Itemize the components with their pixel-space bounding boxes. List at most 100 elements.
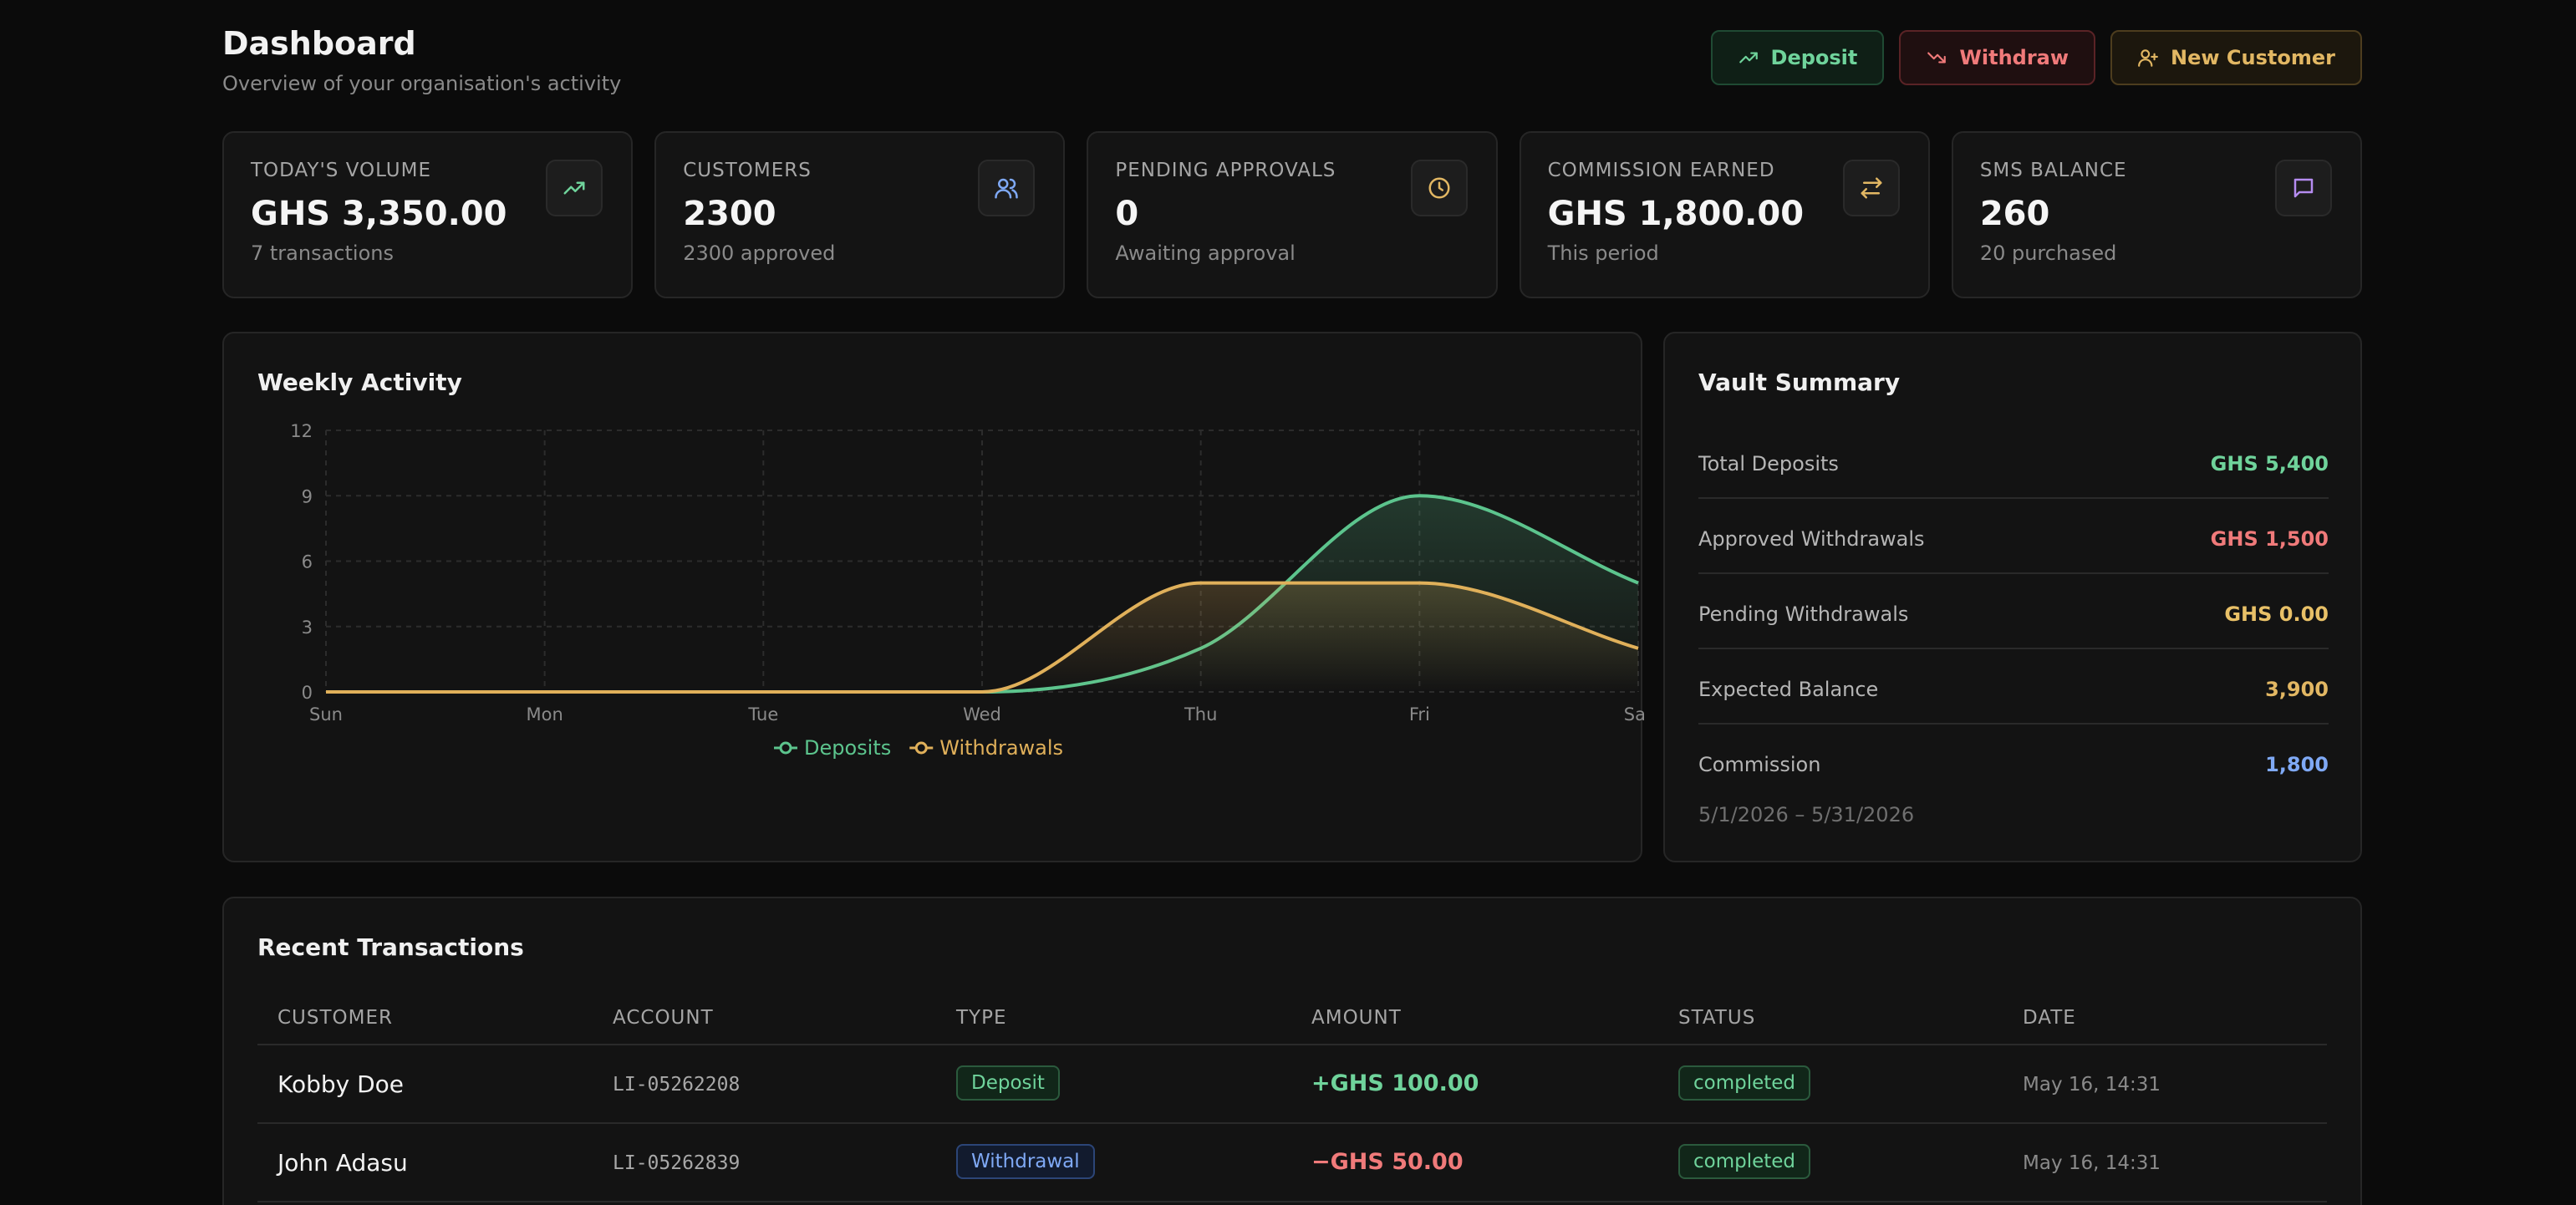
legend-marker-deposits bbox=[779, 741, 792, 755]
trending-down-icon bbox=[1927, 52, 1947, 64]
trending-up-icon bbox=[1739, 52, 1758, 64]
stat-label: SMS BALANCE bbox=[1979, 160, 2127, 181]
vault-row-approved-withdrawals: Approved Withdrawals GHS 1,500 bbox=[1698, 499, 2329, 574]
stat-sub: Awaiting approval bbox=[1115, 242, 1296, 265]
stat-value: 2300 bbox=[683, 195, 776, 233]
series-line-withdrawals bbox=[325, 581, 1639, 694]
cell-customer: Kobby Doe bbox=[277, 1070, 405, 1098]
column-header-customer[interactable]: CUSTOMER bbox=[277, 1007, 394, 1029]
vault-row-value: GHS 1,500 bbox=[2210, 527, 2329, 551]
clock-icon bbox=[1410, 160, 1468, 216]
status-badge: completed bbox=[1678, 1144, 1811, 1179]
vault-row-value: GHS 5,400 bbox=[2210, 452, 2329, 475]
recent-transactions-card: Recent Transactions CUSTOMER ACCOUNT TYP… bbox=[222, 897, 2362, 1205]
legend-label-deposits: Deposits bbox=[804, 736, 891, 760]
x-tick-label: Fri bbox=[1409, 704, 1430, 725]
trending-up-icon bbox=[546, 160, 603, 216]
vault-row-pending-withdrawals: Pending Withdrawals GHS 0.00 bbox=[1698, 574, 2329, 649]
cell-customer: John Adasu bbox=[277, 1149, 408, 1177]
stat-sub: This period bbox=[1547, 242, 1659, 265]
weekly-activity-card: Weekly Activity 0 3 6 9 12 Sun Mon Tue Wed Thu Fri… bbox=[222, 332, 1644, 862]
stat-value: GHS 1,800.00 bbox=[1547, 195, 1805, 233]
column-header-status[interactable]: STATUS bbox=[1678, 1007, 1756, 1029]
y-tick-label: 9 bbox=[302, 486, 313, 506]
x-tick-label: Mon bbox=[527, 704, 563, 725]
cell-account: LI-05262839 bbox=[613, 1152, 741, 1174]
page-title: Dashboard bbox=[222, 25, 416, 62]
user-plus-icon bbox=[2138, 49, 2158, 67]
users-icon bbox=[978, 160, 1036, 216]
y-tick-label: 12 bbox=[290, 421, 313, 441]
stat-label: COMMISSION EARNED bbox=[1547, 160, 1775, 181]
vault-row-value: 1,800 bbox=[2265, 753, 2329, 776]
cell-amount: +GHS 100.00 bbox=[1311, 1070, 1479, 1096]
vault-row-total-deposits: Total Deposits GHS 5,400 bbox=[1698, 424, 2329, 499]
message-icon bbox=[2275, 160, 2333, 216]
withdraw-button[interactable]: Withdraw bbox=[1899, 30, 2096, 85]
cell-account: LI-05262208 bbox=[613, 1074, 741, 1096]
y-tick-label: 0 bbox=[302, 683, 313, 703]
vault-row-value: 3,900 bbox=[2265, 678, 2329, 701]
vault-row-label: Commission bbox=[1698, 753, 1821, 776]
vault-summary-title: Vault Summary bbox=[1698, 369, 1901, 396]
column-header-account[interactable]: ACCOUNT bbox=[613, 1007, 714, 1029]
page-subtitle: Overview of your organisation's activity bbox=[222, 72, 622, 95]
x-tick-label: Wed bbox=[963, 704, 1001, 725]
cell-type: Withdrawal bbox=[956, 1144, 1095, 1179]
series-area-withdrawals bbox=[326, 582, 1638, 692]
new-customer-button-label: New Customer bbox=[2171, 46, 2335, 69]
stats-row: TODAY'S VOLUME GHS 3,350.00 7 transactio… bbox=[222, 131, 2363, 298]
cell-status: completed bbox=[1678, 1065, 1811, 1101]
new-customer-button[interactable]: New Customer bbox=[2110, 30, 2362, 85]
column-header-date[interactable]: DATE bbox=[2023, 1007, 2076, 1029]
vault-row-expected-balance: Expected Balance 3,900 bbox=[1698, 649, 2329, 725]
vault-summary-card: Vault Summary Total Deposits GHS 5,400 A… bbox=[1663, 332, 2362, 862]
vault-row-label: Approved Withdrawals bbox=[1698, 527, 1925, 551]
stat-card-sms: SMS BALANCE 260 20 purchased bbox=[1951, 131, 2363, 298]
stat-card-customers: CUSTOMERS 2300 2300 approved bbox=[654, 131, 1066, 298]
x-tick-label: Tue bbox=[747, 704, 778, 725]
table-row[interactable]: Kobby Doe LI-05262208 Deposit +GHS 100.0… bbox=[257, 1045, 2327, 1124]
column-header-type[interactable]: TYPE bbox=[956, 1007, 1007, 1029]
type-badge: Withdrawal bbox=[956, 1144, 1095, 1179]
cell-date: May 16, 14:31 bbox=[2023, 1152, 2161, 1174]
stat-card-commission: COMMISSION EARNED GHS 1,800.00 This peri… bbox=[1519, 131, 1930, 298]
stat-value: 0 bbox=[1115, 195, 1139, 233]
stat-value: GHS 3,350.00 bbox=[251, 195, 507, 233]
x-tick-label: Sat bbox=[1624, 704, 1644, 725]
y-tick-label: 3 bbox=[302, 618, 313, 638]
legend-label-withdrawals: Withdrawals bbox=[939, 736, 1063, 760]
cell-date: May 16, 14:31 bbox=[2023, 1074, 2161, 1096]
cell-amount: −GHS 50.00 bbox=[1311, 1149, 1464, 1175]
deposit-button[interactable]: Deposit bbox=[1710, 30, 1885, 85]
x-tick-label: Thu bbox=[1184, 704, 1217, 725]
stat-label: CUSTOMERS bbox=[683, 160, 812, 181]
cell-status: completed bbox=[1678, 1144, 1811, 1179]
vault-row-value: GHS 0.00 bbox=[2224, 602, 2329, 626]
stat-sub: 7 transactions bbox=[251, 242, 394, 265]
stat-value: 260 bbox=[1979, 195, 2050, 233]
cell-type: Deposit bbox=[956, 1065, 1060, 1101]
stat-label: TODAY'S VOLUME bbox=[251, 160, 432, 181]
stat-sub: 2300 approved bbox=[683, 242, 836, 265]
x-tick-label: Sun bbox=[309, 704, 343, 725]
vault-row-label: Expected Balance bbox=[1698, 678, 1879, 701]
column-header-amount[interactable]: AMOUNT bbox=[1311, 1007, 1402, 1029]
recent-transactions-title: Recent Transactions bbox=[257, 933, 524, 961]
y-tick-label: 6 bbox=[302, 552, 313, 572]
header-actions: Deposit Withdraw New Customer bbox=[1710, 30, 2362, 85]
table-header: CUSTOMER ACCOUNT TYPE AMOUNT STATUS DATE bbox=[257, 989, 2327, 1045]
stat-sub: 20 purchased bbox=[1979, 242, 2117, 265]
stat-card-volume: TODAY'S VOLUME GHS 3,350.00 7 transactio… bbox=[222, 131, 634, 298]
deposit-button-label: Deposit bbox=[1770, 46, 1858, 69]
weekly-activity-title: Weekly Activity bbox=[257, 369, 462, 396]
vault-row-label: Total Deposits bbox=[1698, 452, 1839, 475]
weekly-activity-chart: 0 3 6 9 12 Sun Mon Tue Wed Thu Fri Sat Deposits Withd… bbox=[290, 421, 1644, 760]
arrows-swap-icon bbox=[1842, 160, 1900, 216]
vault-row-label: Pending Withdrawals bbox=[1698, 602, 1909, 626]
table-row[interactable]: John Adasu LI-05262839 Withdrawal −GHS 5… bbox=[257, 1124, 2327, 1202]
page-header: Dashboard Overview of your organisation'… bbox=[222, 25, 2362, 100]
transactions-table: CUSTOMER ACCOUNT TYPE AMOUNT STATUS DATE… bbox=[257, 989, 2327, 1202]
type-badge: Deposit bbox=[956, 1065, 1060, 1101]
